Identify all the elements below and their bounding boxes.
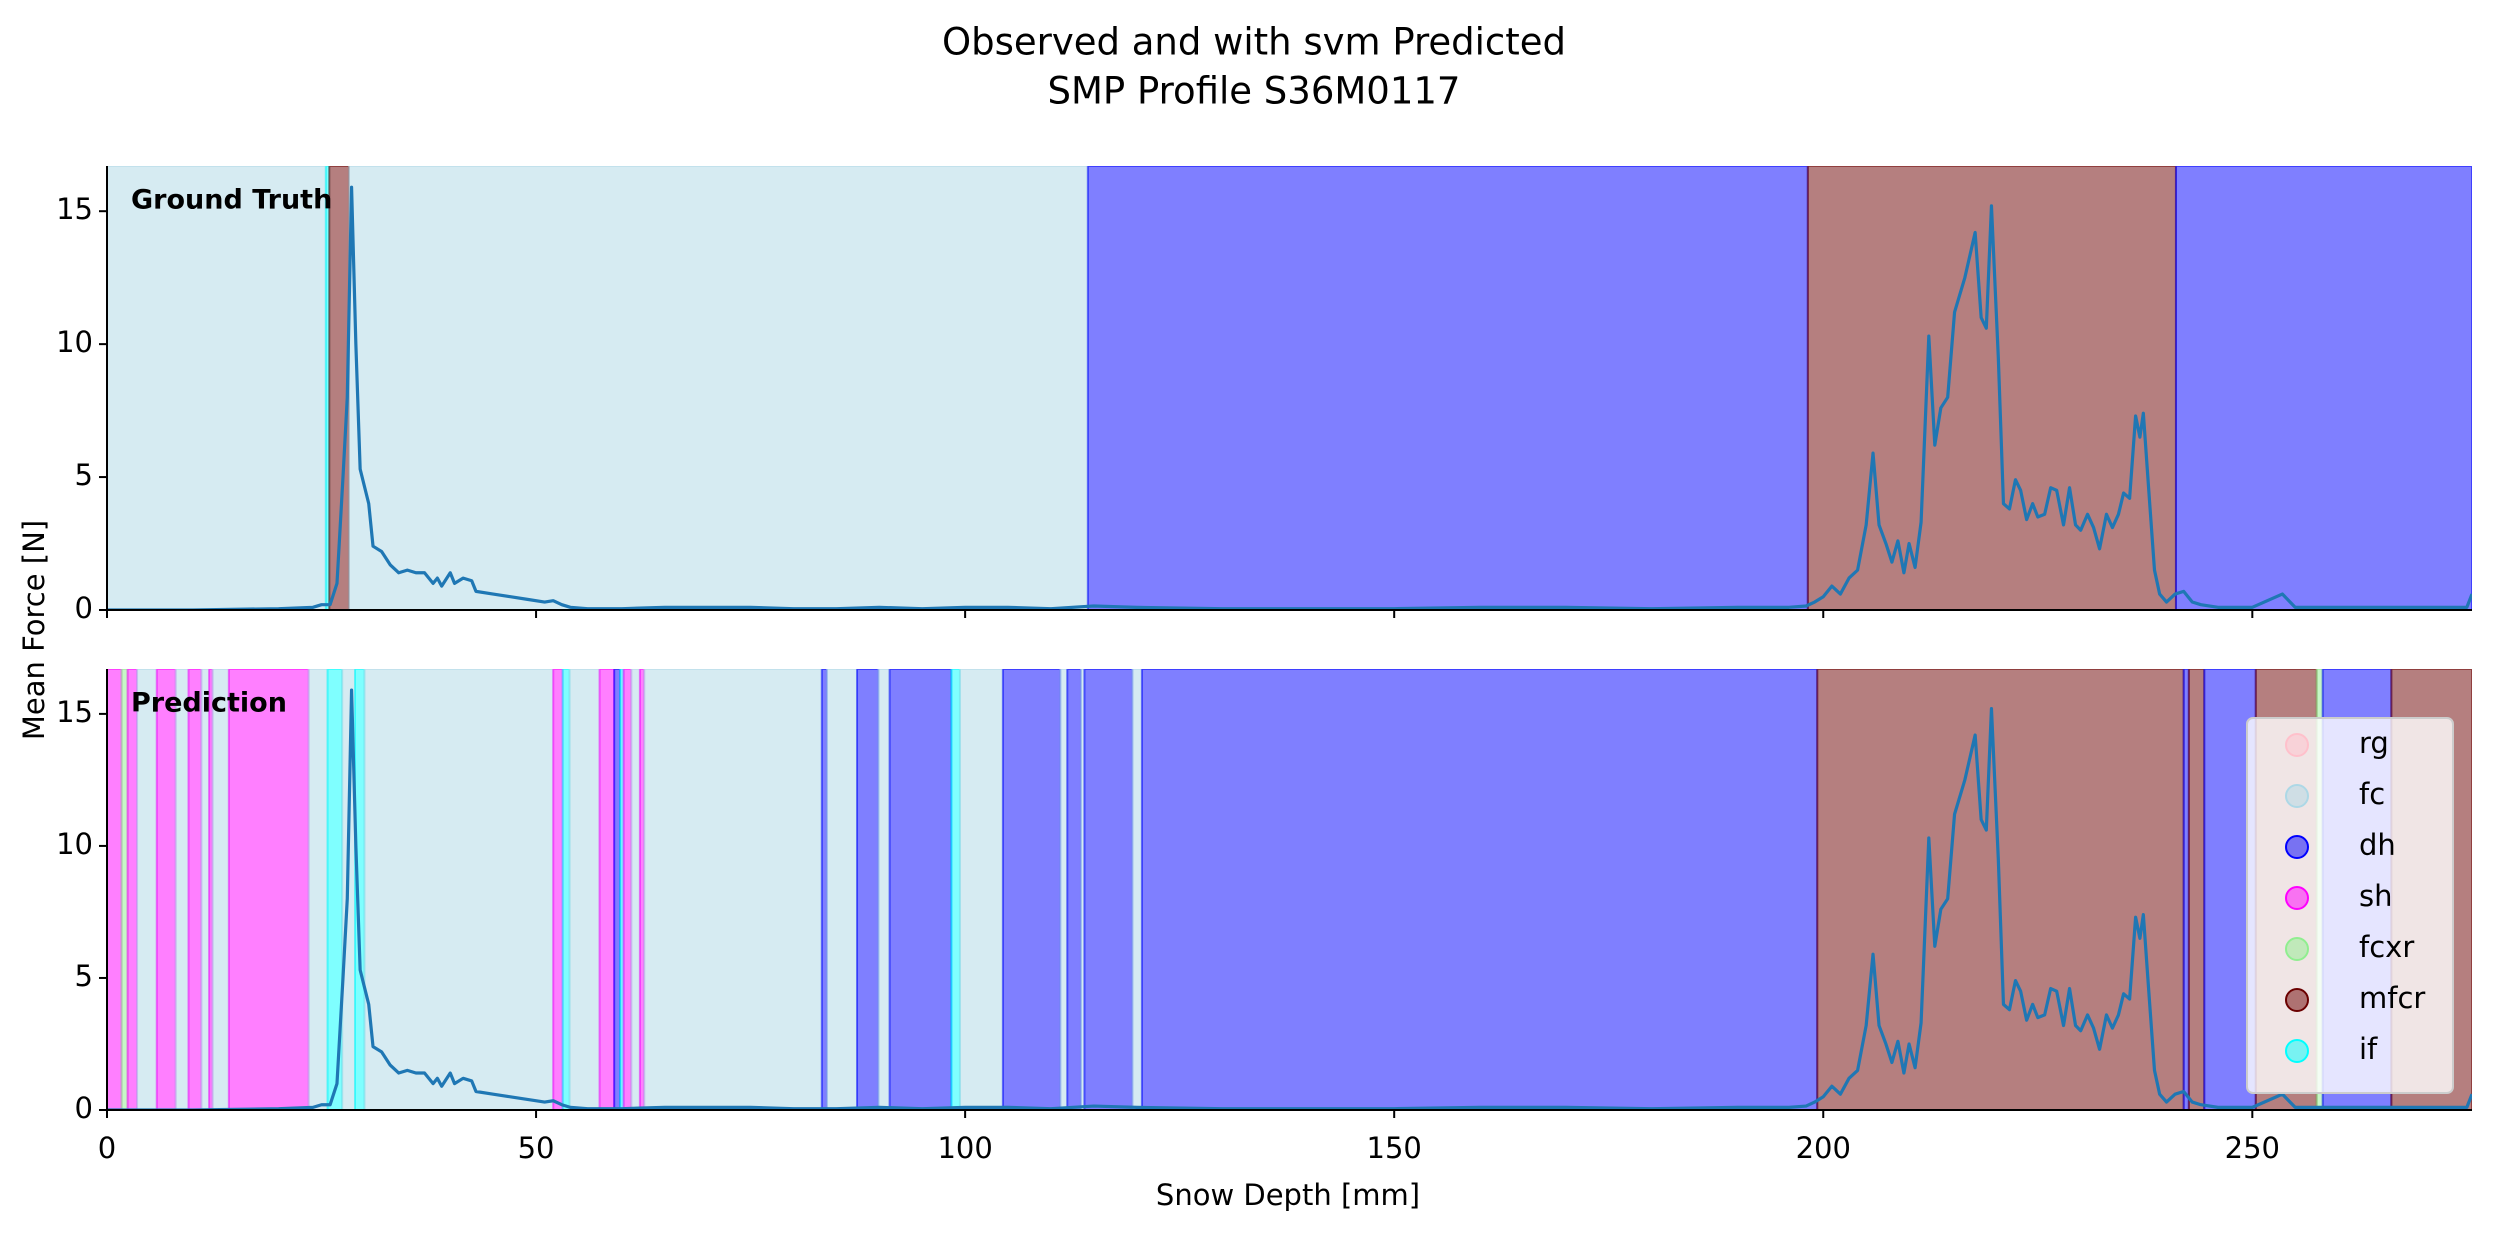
class-span xyxy=(2187,669,2206,1110)
y-tick-label: 0 xyxy=(75,591,93,625)
legend-label: mfcr xyxy=(2359,981,2425,1015)
x-tick-label: 150 xyxy=(1367,1131,1422,1165)
class-span xyxy=(1140,669,1819,1110)
legend-marker xyxy=(2285,784,2309,808)
class-span xyxy=(126,669,139,1110)
class-span xyxy=(1131,669,1143,1110)
class-span xyxy=(825,669,859,1110)
class-span xyxy=(598,669,616,1110)
figure-title: Observed and with svm Predicted xyxy=(942,21,1566,64)
force-line xyxy=(107,185,2472,610)
class-span xyxy=(187,669,203,1110)
class-span xyxy=(552,669,564,1110)
legend-box xyxy=(2246,717,2454,1094)
class-span xyxy=(856,669,880,1110)
x-axis-label: Snow Depth [mm] xyxy=(1156,1178,1420,1212)
y-tick-label: 10 xyxy=(56,325,93,359)
class-span xyxy=(227,669,310,1110)
class-span xyxy=(622,669,633,1110)
class-span xyxy=(1001,669,1062,1110)
y-tick-label: 5 xyxy=(75,458,93,492)
legend-marker xyxy=(2285,733,2309,757)
class-span xyxy=(307,669,329,1110)
legend-marker xyxy=(2285,886,2309,910)
legend-label: sh xyxy=(2359,879,2393,913)
class-span xyxy=(107,669,123,1110)
class-span xyxy=(200,669,211,1110)
y-tick-label: 10 xyxy=(56,827,93,861)
class-span xyxy=(1066,669,1082,1110)
class-span xyxy=(155,669,177,1110)
legend-label: if xyxy=(2359,1032,2378,1066)
x-tick-label: 200 xyxy=(1796,1131,1851,1165)
x-tick-label: 0 xyxy=(98,1131,116,1165)
class-span xyxy=(174,669,190,1110)
class-span xyxy=(630,669,641,1110)
class-span xyxy=(568,669,601,1110)
panel-label: Prediction xyxy=(131,688,287,719)
force-line xyxy=(107,688,2472,1110)
class-span xyxy=(950,669,961,1110)
plot-area xyxy=(107,669,2472,1110)
class-span xyxy=(107,166,327,610)
panel-label: Ground Truth xyxy=(131,185,332,216)
legend-label: dh xyxy=(2359,828,2396,862)
x-tick-label: 100 xyxy=(937,1131,992,1165)
class-span xyxy=(136,669,158,1110)
legend-label: fc xyxy=(2359,777,2385,811)
class-span xyxy=(877,669,891,1110)
y-tick-label: 5 xyxy=(75,959,93,993)
legend-marker xyxy=(2285,835,2309,859)
class-span xyxy=(888,669,953,1110)
class-span xyxy=(1086,166,1809,610)
class-span xyxy=(211,669,230,1110)
y-tick-label: 15 xyxy=(56,192,93,226)
legend-marker xyxy=(2285,937,2309,961)
legend-label: rg xyxy=(2359,726,2389,760)
class-span xyxy=(561,669,571,1110)
y-axis-label: Mean Force [N] xyxy=(17,520,51,740)
plot-area xyxy=(107,166,2472,610)
class-span xyxy=(347,166,1089,610)
x-tick-label: 50 xyxy=(518,1131,555,1165)
class-span xyxy=(643,669,823,1110)
y-tick-label: 15 xyxy=(56,695,93,729)
figure-subtitle: SMP Profile S36M0117 xyxy=(1048,70,1461,113)
legend-marker xyxy=(2285,1039,2309,1063)
class-span xyxy=(1083,669,1134,1110)
y-tick-label: 0 xyxy=(75,1091,93,1125)
legend-marker xyxy=(2285,988,2309,1012)
class-span xyxy=(1059,669,1069,1110)
class-span xyxy=(958,669,1004,1110)
class-span xyxy=(2174,166,2472,610)
x-tick-label: 250 xyxy=(2225,1131,2280,1165)
class-span xyxy=(363,669,555,1110)
legend-label: fcxr xyxy=(2359,930,2414,964)
